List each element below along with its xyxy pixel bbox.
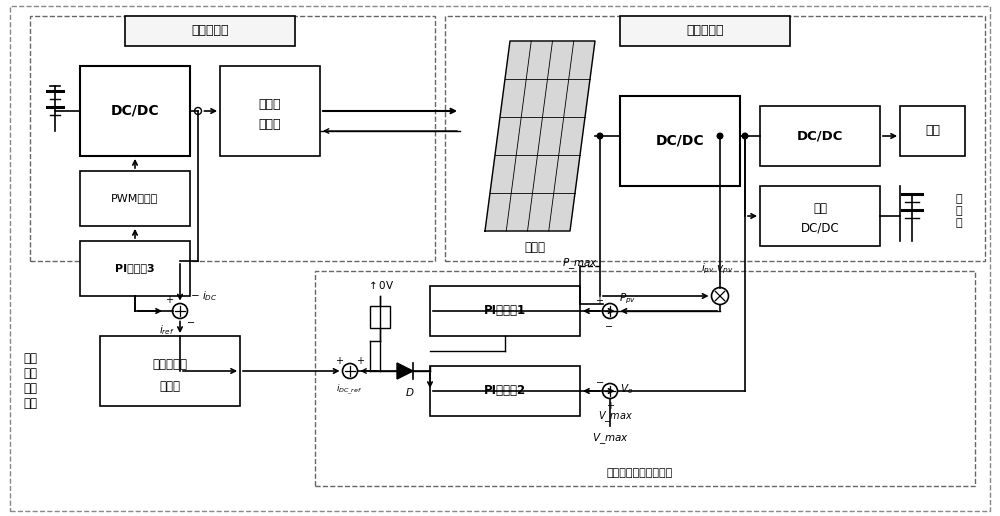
FancyBboxPatch shape xyxy=(125,16,295,46)
Text: DC/DC: DC/DC xyxy=(656,134,704,148)
Text: 双向: 双向 xyxy=(813,202,827,215)
Text: $-$: $-$ xyxy=(186,316,195,326)
Text: DC/DC: DC/DC xyxy=(797,130,843,142)
Text: 光伏板: 光伏板 xyxy=(524,241,546,254)
FancyBboxPatch shape xyxy=(80,241,190,296)
FancyBboxPatch shape xyxy=(100,336,240,406)
FancyBboxPatch shape xyxy=(445,16,985,261)
FancyBboxPatch shape xyxy=(620,16,790,46)
FancyBboxPatch shape xyxy=(760,106,880,166)
Text: $\uparrow$0V: $\uparrow$0V xyxy=(366,279,394,291)
FancyBboxPatch shape xyxy=(430,366,580,416)
FancyBboxPatch shape xyxy=(80,66,190,156)
Text: 蓄
电
池: 蓄 电 池 xyxy=(955,195,962,228)
Polygon shape xyxy=(485,41,595,231)
Text: 能量管理优: 能量管理优 xyxy=(152,358,188,370)
Text: PI调节器2: PI调节器2 xyxy=(484,384,526,397)
FancyBboxPatch shape xyxy=(900,106,965,156)
Text: $V_o$: $V_o$ xyxy=(620,382,633,396)
Text: $P_{pv}$: $P_{pv}$ xyxy=(619,292,636,306)
Text: 系统
能量
管理
策略: 系统 能量 管理 策略 xyxy=(23,352,37,410)
Text: $i_{ref}$: $i_{ref}$ xyxy=(159,323,175,337)
Text: $+$: $+$ xyxy=(595,295,604,306)
Text: $+$: $+$ xyxy=(606,400,616,411)
Text: $+$: $+$ xyxy=(165,294,174,305)
Circle shape xyxy=(717,133,723,139)
Text: PWM控制器: PWM控制器 xyxy=(111,194,159,203)
Text: $-\ i_{DC}$: $-\ i_{DC}$ xyxy=(190,289,218,303)
FancyBboxPatch shape xyxy=(620,96,740,186)
Text: PI调节器1: PI调节器1 xyxy=(484,304,526,317)
Circle shape xyxy=(597,133,603,139)
Text: $-$: $-$ xyxy=(604,320,614,330)
Text: 负载: 负载 xyxy=(925,124,940,137)
Text: $P\_max$: $P\_max$ xyxy=(562,256,598,271)
Polygon shape xyxy=(397,363,413,379)
Text: DC/DC: DC/DC xyxy=(111,104,159,118)
Text: $i_{pv}\ v_{pv}$: $i_{pv}\ v_{pv}$ xyxy=(701,262,733,276)
Text: DC/DC: DC/DC xyxy=(801,221,839,234)
Text: 激光发射端: 激光发射端 xyxy=(191,24,229,38)
Text: $V\_max$: $V\_max$ xyxy=(592,431,628,446)
Text: $-$: $-$ xyxy=(595,376,604,386)
Text: $+$: $+$ xyxy=(335,355,344,366)
Circle shape xyxy=(742,133,748,139)
FancyBboxPatch shape xyxy=(220,66,320,156)
FancyBboxPatch shape xyxy=(10,6,990,511)
Text: $D$: $D$ xyxy=(405,386,415,398)
FancyBboxPatch shape xyxy=(30,16,435,261)
Text: $i_{DC\_ref}$: $i_{DC\_ref}$ xyxy=(336,383,362,397)
FancyBboxPatch shape xyxy=(430,286,580,336)
Text: 激光接收端: 激光接收端 xyxy=(686,24,724,38)
Text: 接收最大功率控制模块: 接收最大功率控制模块 xyxy=(607,468,673,478)
Text: $+$: $+$ xyxy=(356,355,365,366)
FancyBboxPatch shape xyxy=(370,306,390,328)
Text: PI调节器3: PI调节器3 xyxy=(115,264,155,273)
FancyBboxPatch shape xyxy=(315,271,975,486)
Text: $V\_max$: $V\_max$ xyxy=(598,409,632,424)
Text: 化模块: 化模块 xyxy=(160,379,180,393)
FancyBboxPatch shape xyxy=(760,186,880,246)
FancyBboxPatch shape xyxy=(80,171,190,226)
Text: 激光器: 激光器 xyxy=(259,118,281,131)
Text: 半导体: 半导体 xyxy=(259,98,281,110)
